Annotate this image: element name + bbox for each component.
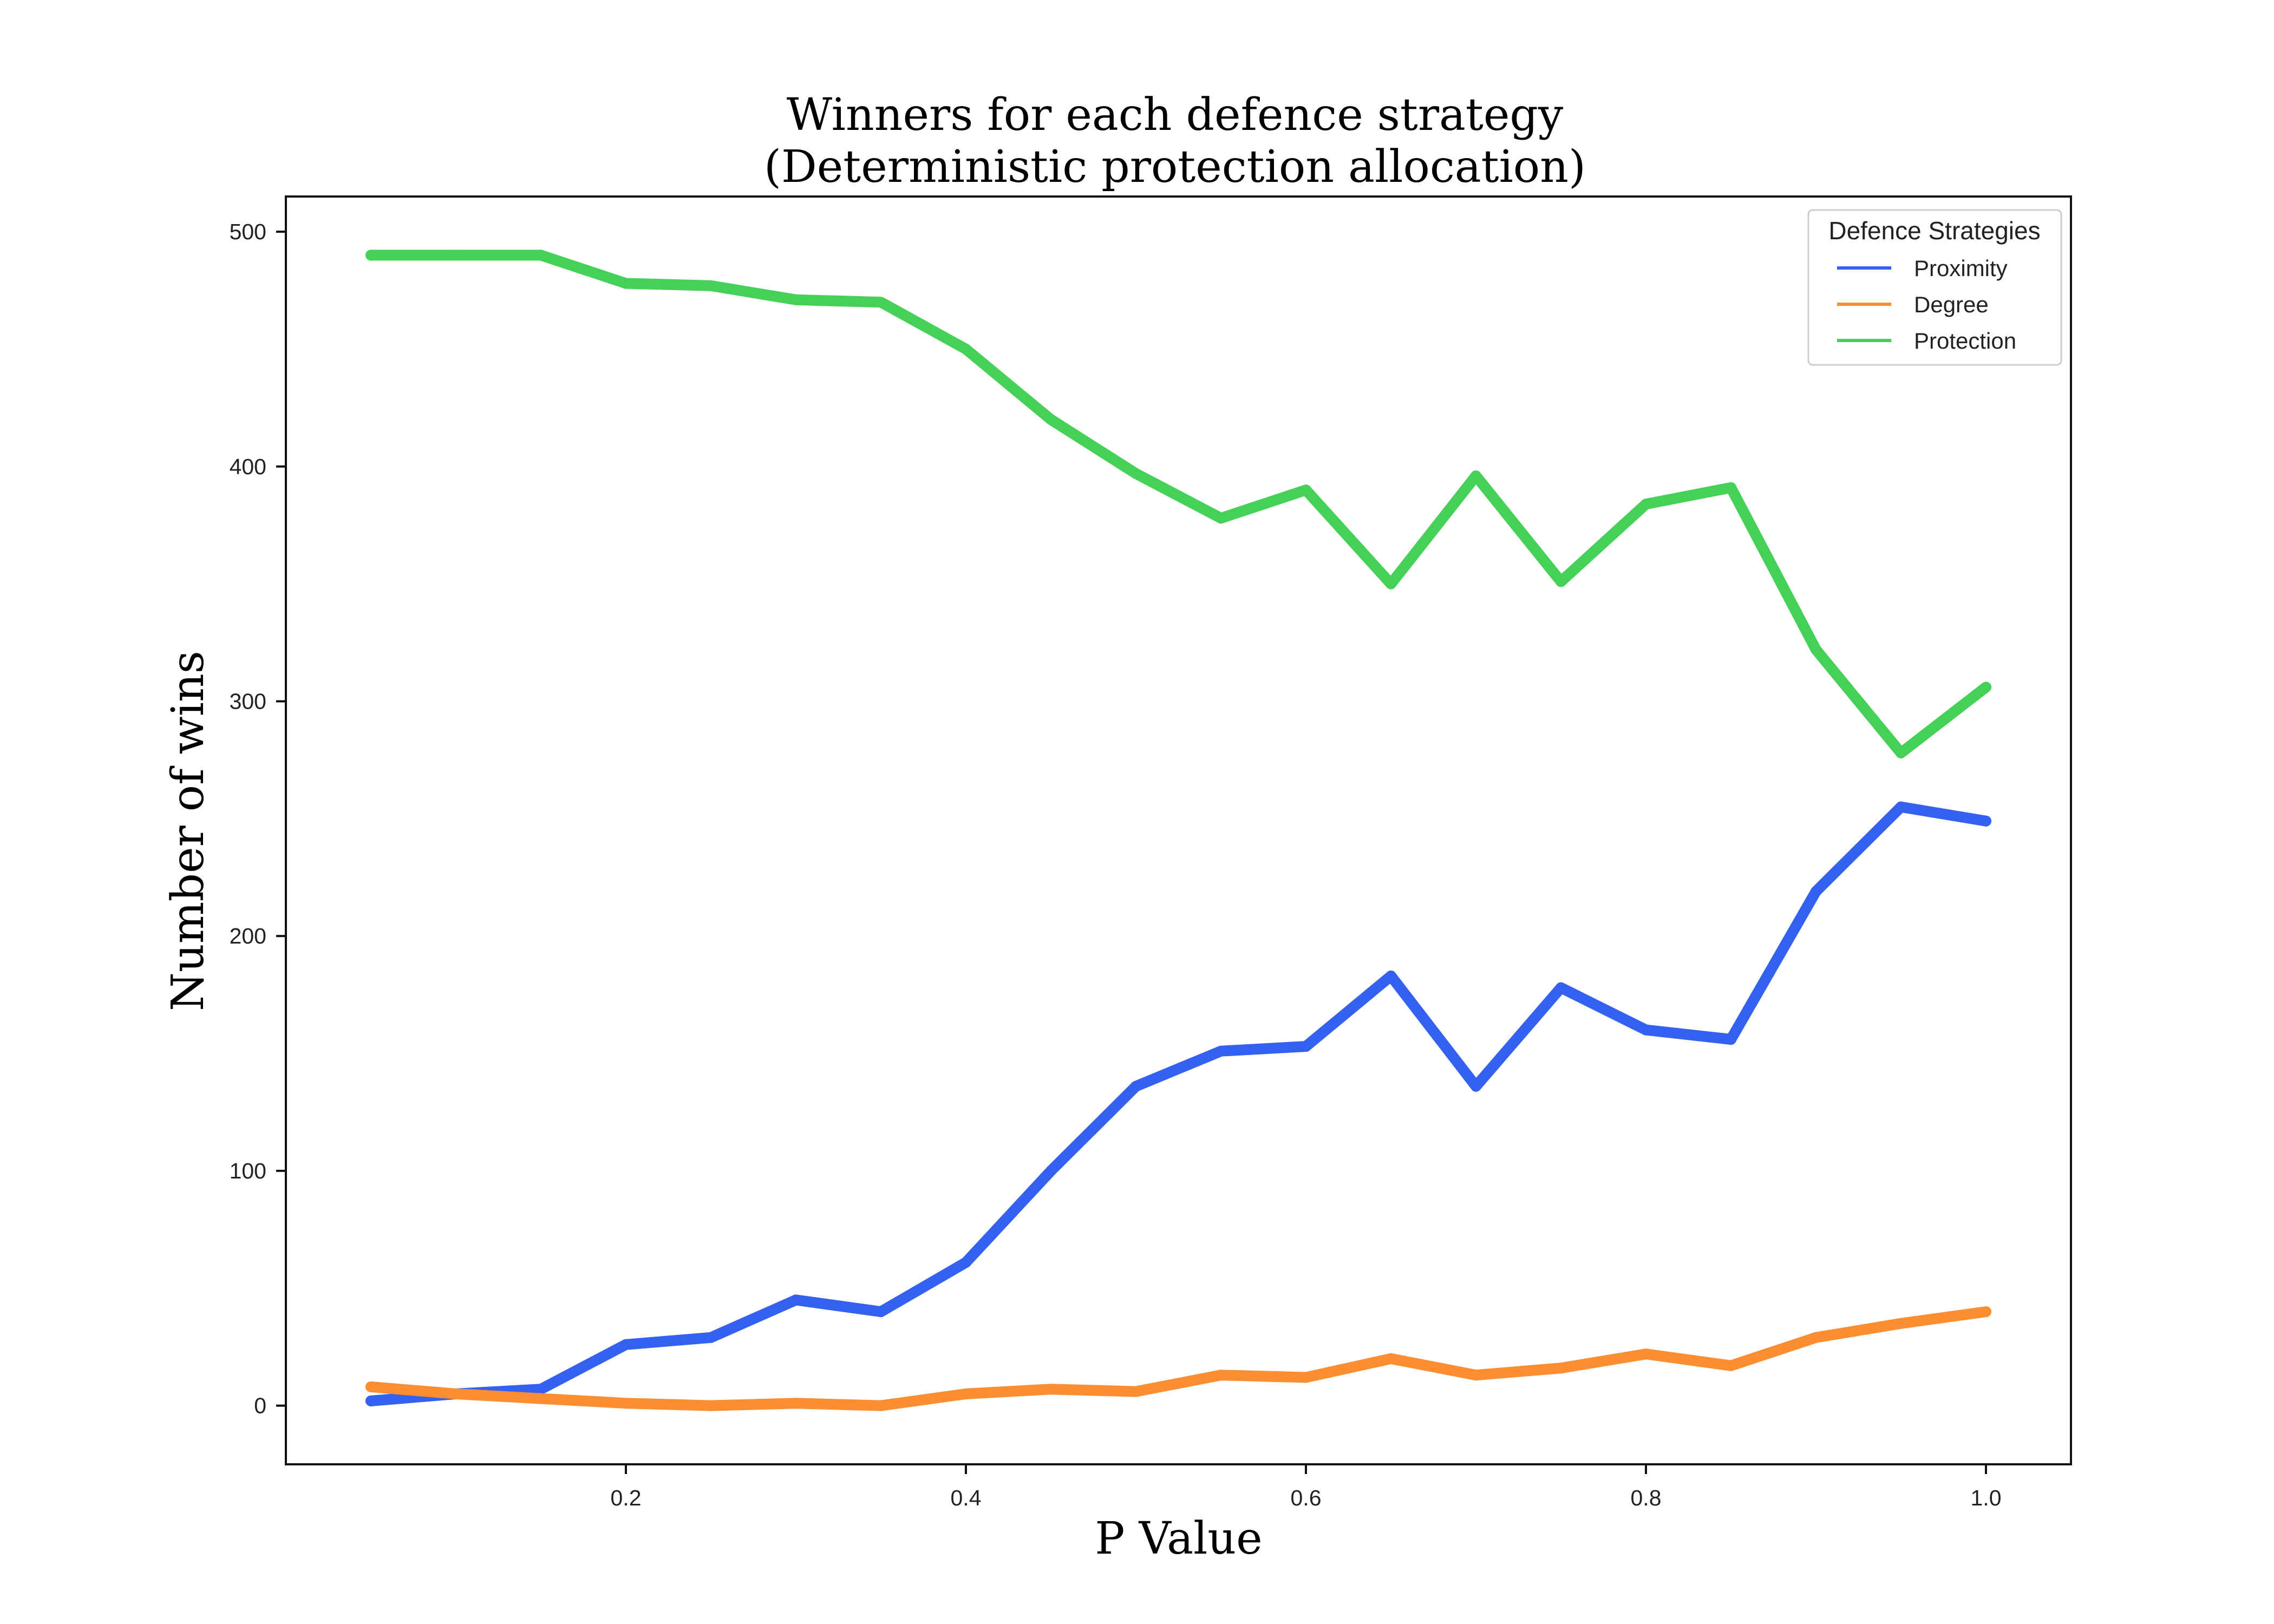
legend-title: Defence Strategies xyxy=(1828,217,2040,245)
data-point-degree xyxy=(535,1393,546,1404)
data-point-degree xyxy=(1301,1372,1311,1383)
legend-label: Proximity xyxy=(1914,256,2008,281)
x-tick-label: 0.8 xyxy=(1631,1485,1662,1510)
data-point-proximity xyxy=(705,1332,716,1343)
series-line-protection xyxy=(365,250,1991,758)
data-point-proximity xyxy=(1556,982,1566,993)
data-point-proximity xyxy=(1471,1081,1481,1092)
y-tick-label: 200 xyxy=(230,924,266,948)
data-point-proximity xyxy=(1726,1034,1736,1045)
series-proximity xyxy=(365,801,1991,1406)
data-point-degree xyxy=(620,1398,631,1409)
data-point-protection xyxy=(705,280,716,291)
legend-entry-proximity: Proximity xyxy=(1837,256,2008,281)
data-point-proximity xyxy=(1811,886,1821,897)
legend-label: Degree xyxy=(1914,292,1989,317)
y-tick-label: 0 xyxy=(254,1393,266,1418)
data-point-proximity xyxy=(875,1306,886,1318)
data-point-degree xyxy=(1641,1348,1651,1360)
y-tick-label: 100 xyxy=(230,1158,266,1183)
legend-entry-protection: Protection xyxy=(1837,328,2016,353)
y-axis-label: Number of wins xyxy=(162,651,214,1011)
data-point-protection xyxy=(790,294,801,305)
data-point-protection xyxy=(365,250,376,261)
y-tick-label: 300 xyxy=(230,689,266,713)
data-point-proximity xyxy=(790,1294,801,1306)
x-tick-label: 0.6 xyxy=(1291,1485,1322,1510)
data-point-proximity xyxy=(1641,1024,1651,1036)
y-axis: 0 100 200 300 400 500 xyxy=(230,219,286,1418)
y-tick-label: 400 xyxy=(230,454,266,479)
legend-entry-degree: Degree xyxy=(1837,292,1989,317)
series-line-proximity xyxy=(365,801,1991,1406)
legend-label: Protection xyxy=(1914,328,2016,353)
data-point-protection xyxy=(1896,747,1906,758)
data-point-degree xyxy=(1471,1370,1481,1381)
data-point-proximity xyxy=(620,1339,631,1350)
data-point-protection xyxy=(1386,578,1396,590)
data-point-protection xyxy=(1216,513,1226,524)
chart-title: Winners for each defence strategy xyxy=(787,89,1564,141)
data-point-protection xyxy=(1131,468,1141,479)
data-point-protection xyxy=(450,250,461,261)
data-point-degree xyxy=(1981,1306,1991,1318)
x-tick-label: 1.0 xyxy=(1971,1485,2002,1510)
data-point-protection xyxy=(535,250,546,261)
data-point-proximity xyxy=(1981,815,1991,827)
series-protection xyxy=(365,250,1991,758)
data-point-degree xyxy=(1556,1363,1566,1374)
data-point-proximity xyxy=(1045,1165,1056,1176)
x-axis-label: P Value xyxy=(1095,1513,1262,1564)
data-point-protection xyxy=(960,343,971,355)
y-tick-label: 500 xyxy=(230,219,266,244)
data-point-protection xyxy=(620,278,631,289)
data-point-degree xyxy=(450,1388,461,1399)
data-point-protection xyxy=(1471,470,1481,482)
data-point-protection xyxy=(1641,499,1651,510)
legend-entries: Proximity Degree Protection xyxy=(1837,256,2016,353)
data-point-protection xyxy=(1045,414,1056,425)
data-point-protection xyxy=(875,297,886,308)
data-point-proximity xyxy=(1131,1081,1141,1092)
data-point-degree xyxy=(1386,1353,1396,1364)
chart-subtitle: (Deterministic protection allocation) xyxy=(764,141,1586,193)
data-point-protection xyxy=(1301,484,1311,496)
data-point-proximity xyxy=(1386,970,1396,981)
data-point-proximity xyxy=(960,1257,971,1268)
data-point-degree xyxy=(1811,1332,1821,1343)
data-point-protection xyxy=(1726,482,1736,493)
x-tick-label: 0.2 xyxy=(611,1485,642,1510)
data-point-protection xyxy=(1981,682,1991,693)
data-point-degree xyxy=(1726,1360,1736,1371)
data-point-proximity xyxy=(1301,1041,1311,1052)
legend: Defence Strategies Proximity Degree Protec… xyxy=(1807,209,2062,366)
data-point-degree xyxy=(790,1398,801,1409)
series-line-degree xyxy=(365,1306,1991,1411)
data-point-degree xyxy=(365,1381,376,1392)
data-point-degree xyxy=(1216,1370,1226,1381)
plot-frame xyxy=(285,195,2072,1465)
series-degree xyxy=(365,1306,1991,1411)
plot-marks xyxy=(365,250,1991,1411)
legend-box xyxy=(1807,209,2062,366)
data-point-proximity xyxy=(1896,801,1906,813)
data-point-protection xyxy=(1811,644,1821,655)
data-point-degree xyxy=(960,1388,971,1399)
data-point-degree xyxy=(705,1400,716,1411)
data-point-proximity xyxy=(535,1384,546,1395)
data-point-degree xyxy=(1131,1386,1141,1397)
x-axis: 0.2 0.4 0.6 0.8 1.0 xyxy=(611,1464,2002,1510)
x-tick-label: 0.4 xyxy=(951,1485,982,1510)
data-point-degree xyxy=(1896,1318,1906,1329)
data-point-degree xyxy=(875,1400,886,1411)
data-point-proximity xyxy=(1216,1045,1226,1057)
data-point-degree xyxy=(1045,1384,1056,1395)
data-point-protection xyxy=(1556,576,1566,587)
data-point-proximity xyxy=(365,1395,376,1406)
